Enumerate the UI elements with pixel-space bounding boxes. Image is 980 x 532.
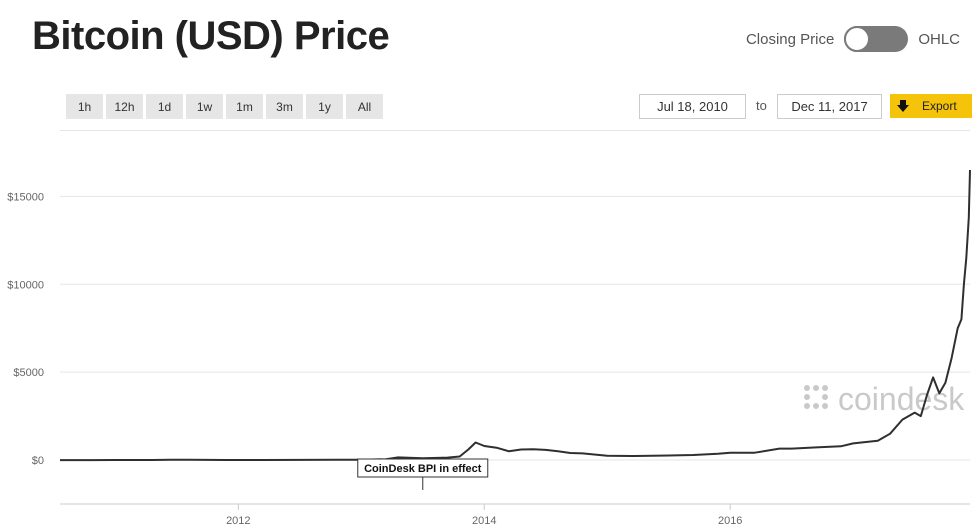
range-button-1m[interactable]: 1m [226,94,263,119]
date-to-label: to [756,98,767,113]
y-axis-ticks: $0 $5000 $10000 $15000 [7,191,44,467]
y-tick-label: $0 [32,455,44,467]
price-chart: $0 $5000 $10000 $15000 2012 2014 2016 coindes… [7,169,971,527]
export-label: Export [922,99,957,113]
x-tick-label: 2012 [226,515,250,527]
header-divider [60,130,970,131]
closing-price-label: Closing Price [745,30,835,48]
y-tick-label: $15000 [7,191,44,203]
date-from-input[interactable]: Jul 18, 2010 [639,94,746,119]
export-button[interactable]: Export [890,94,972,118]
x-tick-label: 2014 [472,515,496,527]
range-button-12h[interactable]: 12h [106,94,143,119]
coindesk-watermark: coindesk [804,381,965,417]
range-button-all[interactable]: All [346,94,383,119]
toggle-knob[interactable] [844,26,871,52]
page-title: Bitcoin (USD) Price [32,14,390,58]
range-button-1w[interactable]: 1w [186,94,223,119]
coindesk-logo-icon [804,385,828,409]
range-button-group: 1h 12h 1d 1w 1m 3m 1y All [66,94,383,119]
range-button-1y[interactable]: 1y [306,94,343,119]
price-mode-toggle[interactable] [844,26,909,52]
ohlc-label: OHLC [918,30,960,48]
bpi-annotation: CoinDesk BPI in effect [357,458,489,490]
date-to-input[interactable]: Dec 11, 2017 [777,94,882,119]
y-tick-label: $5000 [13,367,44,379]
watermark-text: coindesk [838,381,965,417]
chart-grid [60,195,970,461]
download-arrow-icon [897,100,909,112]
range-button-1d[interactable]: 1d [146,94,183,119]
y-tick-label: $10000 [7,279,44,291]
x-tick-label: 2016 [718,515,742,527]
range-button-1h[interactable]: 1h [66,94,103,119]
series-line [60,169,971,462]
price-mode-toggle-group: Closing Price OHLC [746,26,960,52]
x-axis-ticks: 2012 2014 2016 [60,503,970,527]
annotation-text: CoinDesk BPI in effect [364,463,482,475]
range-button-3m[interactable]: 3m [266,94,303,119]
